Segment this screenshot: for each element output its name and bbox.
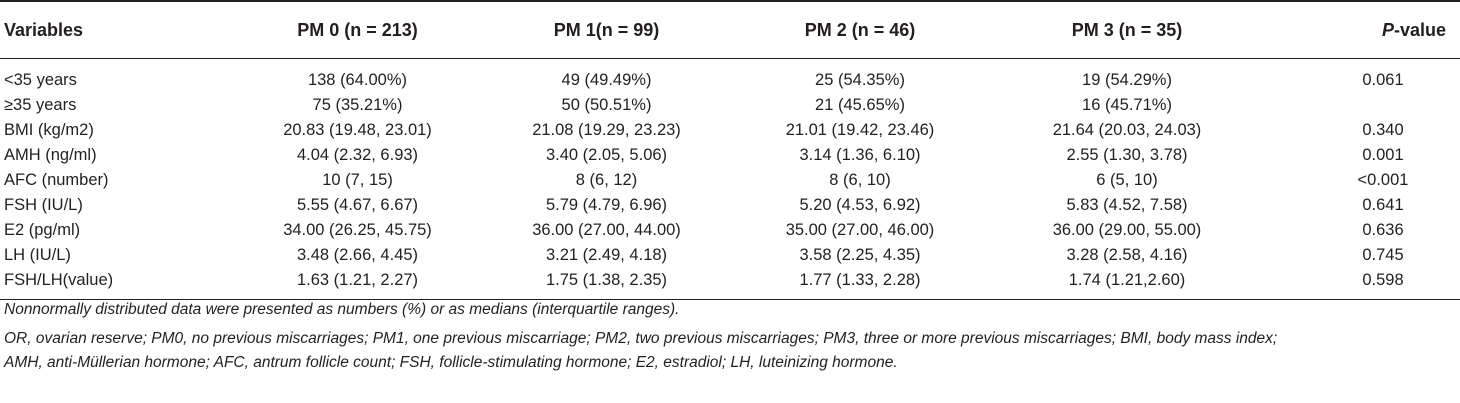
header-pm3: PM 3 (n = 35) [988, 0, 1266, 59]
header-pvalue-suffix: -value [1393, 19, 1446, 40]
p-value: 0.598 [1266, 268, 1460, 300]
pm3-value: 36.00 (29.00, 55.00) [1052, 221, 1202, 239]
pm1-value: 3.21 (2.49, 4.18) [545, 246, 668, 264]
header-pvalue-italic: P [1381, 19, 1394, 40]
footnote-line: Nonnormally distributed data were presen… [4, 301, 680, 318]
p-value: 0.001 [1362, 146, 1404, 164]
pm0-value: 20.83 (19.48, 23.01) [283, 121, 432, 139]
pm3-value: 21.64 (20.03, 24.03) [1052, 121, 1202, 139]
pm2-value: 25 (54.35%) [815, 70, 905, 89]
table-header-row: Variables PM 0 (n = 213) PM 1(n = 99) PM… [0, 0, 1460, 59]
pm1-value: 5.79 (4.79, 6.96) [545, 196, 668, 214]
p-value: 0.641 [1362, 196, 1404, 214]
variable-name: FSH/LH(value) [0, 268, 234, 300]
header-pm0: PM 0 (n = 213) [234, 0, 481, 59]
table-row: AFC (number) 10 (7, 15) 8 (6, 12) 8 (6, 10)… [0, 168, 1460, 193]
footnote-line: AMH, anti-Müllerian hormone; AFC, antrum… [4, 354, 898, 371]
variable-name: AMH (ng/ml) [4, 146, 97, 164]
variable-name: LH (IU/L) [4, 246, 71, 264]
pm0-value: 34.00 (26.25, 45.75) [283, 221, 432, 239]
variable-name: FSH (IU/L) [4, 196, 83, 214]
pm3-value: 1.74 (1.21,2.60) [988, 268, 1266, 300]
pm1-value: 21.08 (19.29, 23.23) [532, 121, 681, 139]
pm1-value: 1.75 (1.38, 2.35) [481, 268, 732, 300]
table-footnotes: Nonnormally distributed data were presen… [4, 298, 1454, 375]
header-pm2: PM 2 (n = 46) [732, 0, 988, 59]
pm2-value: 8 (6, 10) [829, 171, 891, 189]
data-table: Variables PM 0 (n = 213) PM 1(n = 99) PM… [0, 0, 1460, 300]
pm1-value: 36.00 (27.00, 44.00) [532, 221, 681, 239]
p-value [1266, 93, 1460, 118]
p-value: 0.745 [1362, 246, 1404, 264]
pm2-value: 35.00 (27.00, 46.00) [785, 221, 935, 239]
pm0-value: 1.63 (1.21, 2.27) [234, 268, 481, 300]
pm1-value: 8 (6, 12) [575, 171, 638, 189]
footnote-line: OR, ovarian reserve; PM0, no previous mi… [4, 330, 1278, 347]
table-body: <35 years 138 (64.00%) 49 (49.49%) 25 (54.3… [0, 59, 1460, 300]
table-row: FSH (IU/L) 5.55 (4.67, 6.67) 5.79 (4.79, 6… [0, 193, 1460, 218]
pm1-value: 49 (49.49%) [561, 70, 652, 89]
table-row: AMH (ng/ml) 4.04 (2.32, 6.93) 3.40 (2.05, … [0, 143, 1460, 168]
pm2-value: 21 (45.65%) [815, 96, 905, 114]
p-value: 0.061 [1362, 70, 1404, 89]
variable-name: ≥35 years [4, 96, 77, 114]
p-value: 0.636 [1362, 221, 1404, 239]
pm3-value: 5.83 (4.52, 7.58) [1066, 196, 1188, 214]
table-row: FSH/LH(value) 1.63 (1.21, 2.27) 1.75 (1.38… [0, 268, 1460, 300]
variable-name: BMI (kg/m2) [4, 121, 94, 139]
pm3-value: 6 (5, 10) [1096, 171, 1158, 189]
pm1-value: 3.40 (2.05, 5.06) [545, 146, 668, 164]
header-variables: Variables [0, 0, 234, 59]
table-row: LH (IU/L) 3.48 (2.66, 4.45) 3.21 (2.49, 4.… [0, 243, 1460, 268]
pm3-value: 19 (54.29%) [1082, 70, 1172, 89]
pm3-value: 2.55 (1.30, 3.78) [1066, 146, 1188, 164]
pm3-value: 16 (45.71%) [1082, 96, 1172, 114]
table-row: <35 years 138 (64.00%) 49 (49.49%) 25 (54.3… [0, 59, 1460, 94]
pm0-value: 75 (35.21%) [312, 96, 403, 114]
pm2-value: 3.14 (1.36, 6.10) [799, 146, 921, 164]
p-value: <0.001 [1357, 171, 1409, 189]
variable-name: <35 years [4, 70, 77, 89]
header-pm1: PM 1(n = 99) [481, 0, 732, 59]
table-row: E2 (pg/ml) 34.00 (26.25, 45.75) 36.00 (27.… [0, 218, 1460, 243]
pm0-value: 5.55 (4.67, 6.67) [296, 196, 419, 214]
pm1-value: 50 (50.51%) [561, 96, 652, 114]
table-row: BMI (kg/m2) 20.83 (19.48, 23.01) 21.08 (19… [0, 118, 1460, 143]
pm0-value: 138 (64.00%) [307, 70, 408, 89]
p-value: 0.340 [1362, 121, 1404, 139]
table-row: ≥35 years 75 (35.21%) 50 (50.51%) 21 (45.65… [0, 93, 1460, 118]
pm2-value: 1.77 (1.33, 2.28) [732, 268, 988, 300]
header-pvalue: P-value [1266, 0, 1460, 59]
pm2-value: 5.20 (4.53, 6.92) [799, 196, 921, 214]
variable-name: E2 (pg/ml) [4, 221, 81, 239]
pm0-value: 3.48 (2.66, 4.45) [296, 246, 419, 264]
pm2-value: 3.58 (2.25, 4.35) [799, 246, 921, 264]
pm0-value: 4.04 (2.32, 6.93) [296, 146, 419, 164]
pm0-value: 10 (7, 15) [322, 171, 393, 189]
pm2-value: 21.01 (19.42, 23.46) [785, 121, 935, 139]
pm3-value: 3.28 (2.58, 4.16) [1066, 246, 1188, 264]
variable-name: AFC (number) [4, 171, 109, 189]
